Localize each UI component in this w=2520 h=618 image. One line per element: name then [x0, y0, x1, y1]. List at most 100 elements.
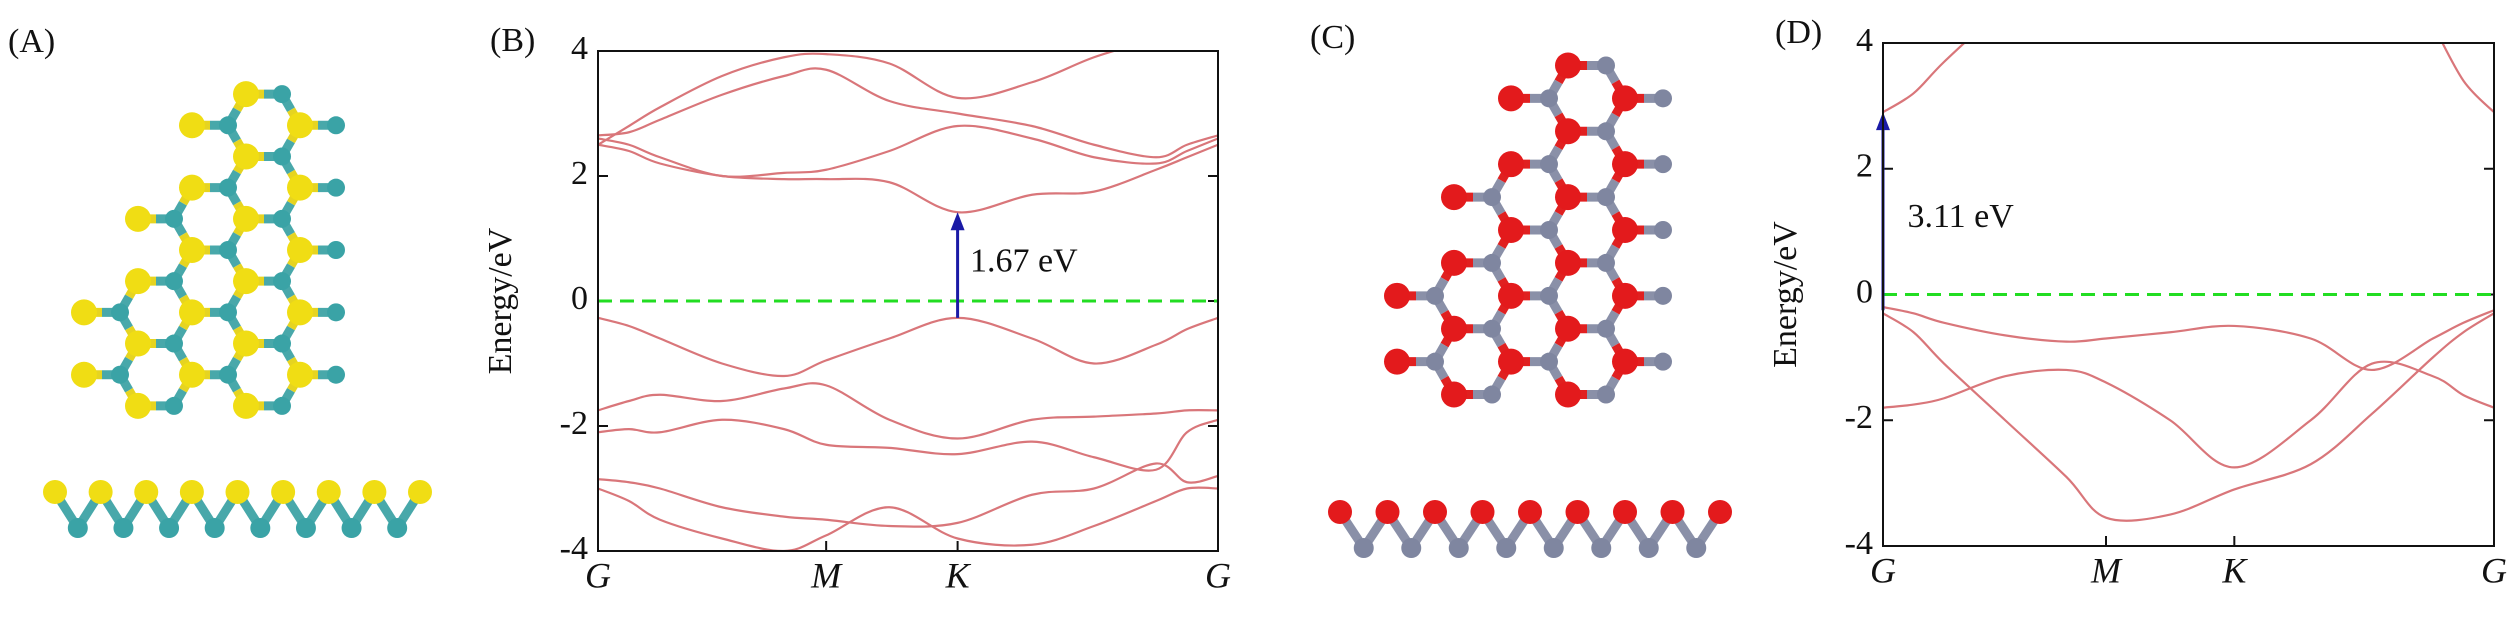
atom — [125, 330, 151, 357]
atom — [233, 330, 259, 357]
atom — [327, 303, 345, 322]
atom — [362, 480, 387, 504]
y-tick-label: 4 — [571, 30, 588, 67]
atom — [327, 116, 345, 135]
atom — [233, 268, 259, 295]
atom — [287, 174, 313, 201]
structure-c — [1328, 52, 1732, 558]
atom — [387, 518, 408, 538]
band-line — [598, 462, 1218, 528]
atom — [125, 392, 151, 419]
atom — [1518, 500, 1542, 524]
atom — [1597, 122, 1615, 141]
atom — [1708, 500, 1732, 524]
atom — [1483, 385, 1501, 404]
y-tick-label: 2 — [571, 155, 588, 192]
atom — [1612, 282, 1638, 309]
atom — [1498, 85, 1524, 112]
atom — [88, 480, 113, 504]
atom — [165, 396, 183, 415]
y-tick-label: 2 — [1856, 148, 1873, 185]
atom — [67, 518, 88, 538]
atom — [1384, 348, 1410, 375]
atom — [219, 241, 237, 259]
atom — [219, 116, 237, 135]
atom — [327, 178, 345, 197]
atom — [1555, 381, 1581, 408]
atom — [113, 518, 134, 538]
atom — [273, 147, 291, 166]
y-tick-label: 0 — [571, 280, 588, 317]
band-line — [1883, 312, 2494, 522]
atom — [204, 518, 225, 538]
atom — [1483, 253, 1501, 272]
atom — [1555, 249, 1581, 276]
atom — [1612, 151, 1638, 178]
atom — [408, 480, 432, 504]
atom — [1555, 118, 1581, 145]
atom — [179, 299, 205, 326]
panel-label: (C) — [1310, 19, 1355, 56]
atom — [1483, 188, 1501, 207]
atom — [233, 81, 259, 108]
atom — [287, 361, 313, 388]
atom — [1441, 381, 1467, 408]
atom — [1555, 52, 1581, 79]
atom — [111, 303, 129, 322]
atom — [1654, 286, 1672, 305]
atom — [43, 480, 67, 504]
band-line — [598, 382, 1218, 440]
atom — [1654, 221, 1672, 239]
atom — [1654, 155, 1672, 174]
atom — [1441, 249, 1467, 276]
y-tick-label: 0 — [1856, 273, 1873, 310]
x-tick-label: K — [2221, 550, 2248, 590]
atom — [1423, 500, 1447, 524]
y-axis-label: Energy/eV — [1767, 221, 1804, 368]
y-tick-label: -4 — [560, 530, 588, 567]
band-line — [598, 486, 1218, 551]
atom — [1426, 352, 1444, 371]
x-tick-label: M — [810, 555, 843, 595]
atom — [1540, 155, 1558, 174]
gap-label: 1.67 eV — [970, 242, 1078, 279]
atom — [1565, 500, 1590, 524]
atom — [179, 174, 205, 201]
atom — [219, 365, 237, 384]
atom — [1597, 385, 1615, 404]
atom — [179, 480, 204, 504]
atom — [1540, 89, 1558, 108]
atom — [1613, 500, 1637, 524]
atom — [1660, 500, 1685, 524]
atom — [316, 480, 341, 504]
y-tick-label: -2 — [1845, 399, 1873, 436]
structure-a — [43, 81, 432, 538]
atom — [271, 480, 296, 504]
atom — [1555, 315, 1581, 342]
atom — [295, 518, 316, 538]
atom — [287, 299, 313, 326]
atom — [1384, 282, 1410, 309]
atom — [1591, 538, 1612, 558]
atom — [1498, 217, 1524, 243]
atom — [71, 361, 97, 388]
atom — [1441, 184, 1467, 211]
atom — [134, 480, 159, 504]
atom — [111, 365, 129, 384]
atom — [179, 361, 205, 388]
atom — [1375, 500, 1400, 524]
atom — [219, 303, 237, 322]
atom — [225, 480, 250, 504]
atom — [1612, 217, 1638, 243]
atom — [233, 392, 259, 419]
atom — [1654, 89, 1672, 108]
atom — [1483, 319, 1501, 338]
atom — [165, 272, 183, 291]
atom — [1612, 85, 1638, 112]
atom — [1496, 538, 1517, 558]
atom — [1638, 538, 1659, 558]
atom — [125, 268, 151, 295]
atom — [1426, 286, 1444, 305]
atom — [273, 272, 291, 291]
atom — [1654, 352, 1672, 371]
